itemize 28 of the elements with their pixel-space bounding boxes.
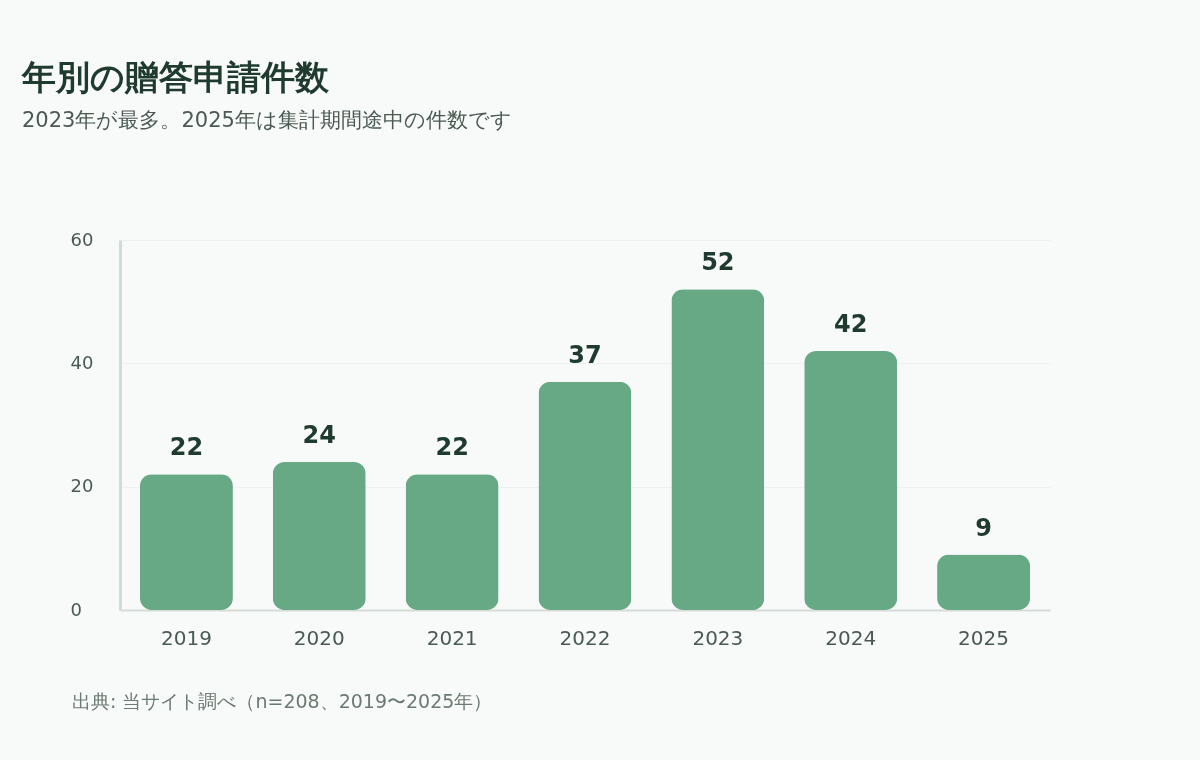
data-label: 22 (435, 433, 469, 462)
y-tick-label: 0 (70, 598, 82, 620)
data-label: 24 (302, 421, 336, 449)
chart-title: 年別の贈答申請件数 (21, 57, 330, 97)
y-tick-label: 60 (70, 228, 94, 250)
data-label: 22 (169, 433, 204, 462)
bar (405, 474, 499, 610)
bar (139, 474, 233, 610)
bar (937, 554, 1031, 610)
x-tick-label: 2022 (559, 625, 611, 650)
bar (804, 351, 898, 610)
source-note: 出典: 当サイト調べ（n=208、2019〜2025年） (72, 690, 493, 712)
chart-subtitle: 2023年が最多。2025年は集計期間途中の件数です (22, 108, 512, 132)
x-tick-label: 2025 (958, 625, 1010, 650)
data-label: 37 (568, 340, 602, 369)
y-tick-label: 40 (70, 351, 94, 373)
data-label: 9 (975, 513, 992, 542)
x-tick-label: 2024 (825, 625, 877, 650)
data-label: 52 (701, 248, 735, 277)
x-tick-label: 2023 (692, 625, 744, 650)
x-tick-label: 2020 (293, 625, 345, 650)
bar (671, 289, 765, 610)
x-tick-label: 2021 (426, 625, 478, 650)
x-tick-label: 2019 (160, 625, 212, 650)
bar (538, 381, 632, 610)
bar (272, 462, 366, 610)
y-tick-label: 20 (70, 475, 94, 497)
data-label: 42 (834, 310, 868, 338)
